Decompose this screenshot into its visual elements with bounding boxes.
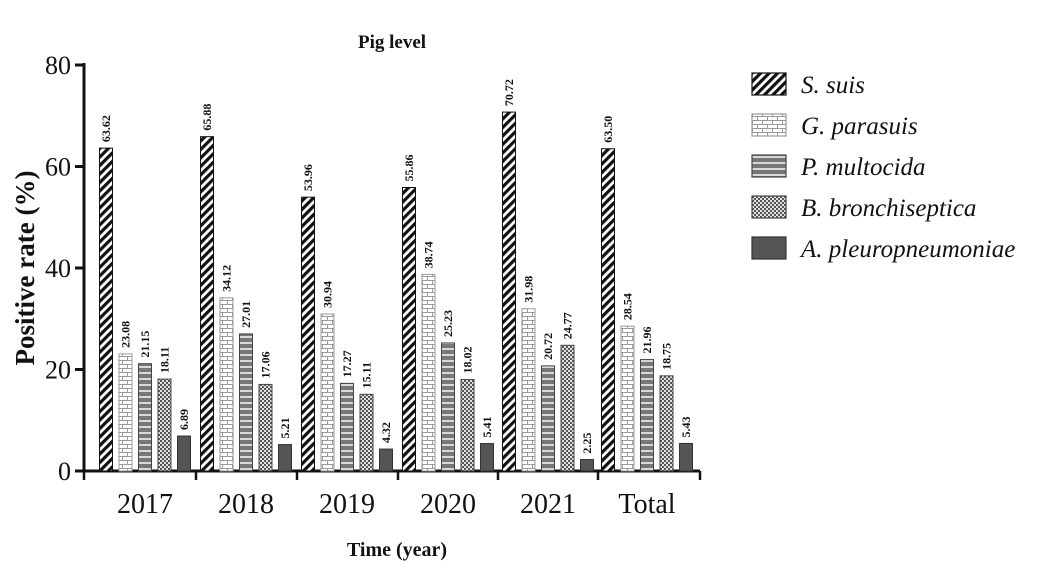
bar-a-pleuropneumoniae-2018	[278, 444, 292, 472]
bar-a-pleuropneumoniae-2020	[480, 443, 494, 472]
data-label-s-suis-2018: 65.88	[200, 104, 214, 131]
legend: S. suis G. parasuis P. multocida B. bronchi…	[751, 72, 1015, 263]
y-tick-label: 60	[45, 153, 71, 182]
data-label-a-pleuropneumoniae-2018: 5.21	[278, 418, 292, 439]
axes: 0 20 40 60 80 2017 2018 2019 2020 2021 Total	[45, 51, 702, 520]
bar-p-multocida-2017	[138, 363, 152, 472]
bar-g-parasuis-2018	[219, 297, 234, 472]
data-label-b-bronchiseptica-2018: 17.06	[259, 351, 273, 378]
y-tick-label: 20	[45, 356, 71, 385]
data-label-s-suis-2017: 63.62	[99, 115, 113, 142]
bar-p-multocida-total	[640, 359, 654, 472]
legend-swatch-g-parasuis	[751, 113, 787, 137]
legend-swatch-p-multocida	[751, 154, 787, 178]
data-label-g-parasuis-2017: 23.08	[119, 321, 133, 348]
bar-b-bronchiseptica-2021	[560, 344, 575, 472]
data-label-p-multocida-total: 21.96	[640, 327, 654, 354]
bar-p-multocida-2020	[441, 342, 455, 472]
bar-a-pleuropneumoniae-2019	[379, 448, 393, 472]
bar-a-pleuropneumoniae-2021	[580, 459, 594, 472]
y-tick-label: 0	[58, 457, 71, 486]
bar-g-parasuis-2020	[421, 273, 436, 472]
x-tick-label: Total	[618, 489, 675, 520]
bar-s-suis-2020	[402, 187, 416, 472]
data-label-g-parasuis-2021: 31.98	[522, 276, 536, 303]
bar-p-multocida-2018	[239, 333, 253, 472]
bar-g-parasuis-2019	[320, 313, 335, 472]
y-tick-label: 40	[45, 254, 71, 283]
legend-label-a-pleuropneumoniae: A. pleuropneumoniae	[799, 236, 1015, 263]
data-label-s-suis-total: 63.50	[601, 116, 615, 143]
bar-p-multocida-2021	[541, 365, 555, 472]
data-label-a-pleuropneumoniae-2020: 5.41	[480, 417, 494, 438]
x-tick-label: 2019	[319, 489, 375, 520]
x-axis-title: Time (year)	[347, 539, 447, 561]
bar-b-bronchiseptica-total	[659, 375, 674, 472]
bar-p-multocida-2019	[340, 382, 354, 472]
bar-b-bronchiseptica-2018	[258, 383, 273, 472]
data-label-g-parasuis-2018: 34.12	[220, 265, 234, 292]
data-label-g-parasuis-2020: 38.74	[422, 241, 436, 268]
bar-s-suis-2018	[200, 136, 214, 472]
x-tick-label: 2018	[218, 489, 274, 520]
data-label-b-bronchiseptica-2020: 18.02	[461, 347, 475, 374]
data-label-a-pleuropneumoniae-2021: 2.25	[580, 433, 594, 454]
data-label-p-multocida-2020: 25.23	[441, 310, 455, 337]
bar-s-suis-total	[601, 148, 615, 472]
data-label-b-bronchiseptica-2021: 24.77	[561, 312, 575, 339]
chart-title: Pig level	[358, 32, 426, 53]
data-label-s-suis-2021: 70.72	[502, 79, 516, 106]
data-label-g-parasuis-2019: 30.94	[321, 281, 335, 308]
y-tick-label: 80	[45, 51, 71, 80]
bar-b-bronchiseptica-2017	[157, 378, 172, 472]
bar-a-pleuropneumoniae-total	[679, 442, 693, 472]
bar-s-suis-2021	[502, 111, 516, 472]
data-label-a-pleuropneumoniae-total: 5.43	[679, 416, 693, 437]
data-label-a-pleuropneumoniae-2017: 6.89	[177, 409, 191, 430]
data-labels-group: 63.62 65.88 53.96 55.86 70.72 63.50 23.08 34.12…	[99, 79, 693, 453]
data-label-p-multocida-2017: 21.15	[138, 331, 152, 358]
legend-swatch-s-suis	[751, 72, 787, 96]
data-label-p-multocida-2021: 20.72	[541, 333, 555, 360]
data-label-b-bronchiseptica-2017: 18.11	[158, 347, 172, 373]
bar-a-pleuropneumoniae-2017	[177, 435, 191, 472]
legend-swatch-b-bronchiseptica	[751, 195, 787, 219]
x-tick-label: 2021	[520, 489, 576, 520]
data-label-p-multocida-2018: 27.01	[239, 301, 253, 328]
y-axis-title: Positive rate (%)	[10, 171, 40, 366]
data-label-p-multocida-2019: 17.27	[340, 350, 354, 377]
bar-s-suis-2019	[301, 196, 315, 472]
x-tick-label: 2017	[117, 489, 173, 520]
bar-g-parasuis-2021	[521, 308, 536, 472]
data-label-b-bronchiseptica-2019: 15.11	[360, 362, 374, 388]
bar-b-bronchiseptica-2020	[460, 379, 475, 472]
data-label-s-suis-2019: 53.96	[301, 164, 315, 191]
bar-s-suis-2017	[99, 147, 113, 472]
legend-label-p-multocida: P. multocida	[800, 154, 926, 181]
bar-g-parasuis-total	[620, 325, 635, 472]
data-label-g-parasuis-total: 28.54	[621, 293, 635, 320]
legend-label-g-parasuis: G. parasuis	[801, 113, 918, 140]
bars-group	[99, 111, 693, 472]
data-label-s-suis-2020: 55.86	[402, 155, 416, 182]
bar-b-bronchiseptica-2019	[359, 393, 374, 472]
legend-label-b-bronchiseptica: B. bronchiseptica	[801, 195, 976, 222]
x-tick-label: 2020	[420, 489, 476, 520]
data-label-a-pleuropneumoniae-2019: 4.32	[379, 422, 393, 443]
data-label-b-bronchiseptica-total: 18.75	[660, 343, 674, 370]
bar-g-parasuis-2017	[118, 353, 133, 472]
legend-label-s-suis: S. suis	[801, 72, 865, 99]
legend-swatch-a-pleuropneumoniae	[751, 236, 787, 260]
